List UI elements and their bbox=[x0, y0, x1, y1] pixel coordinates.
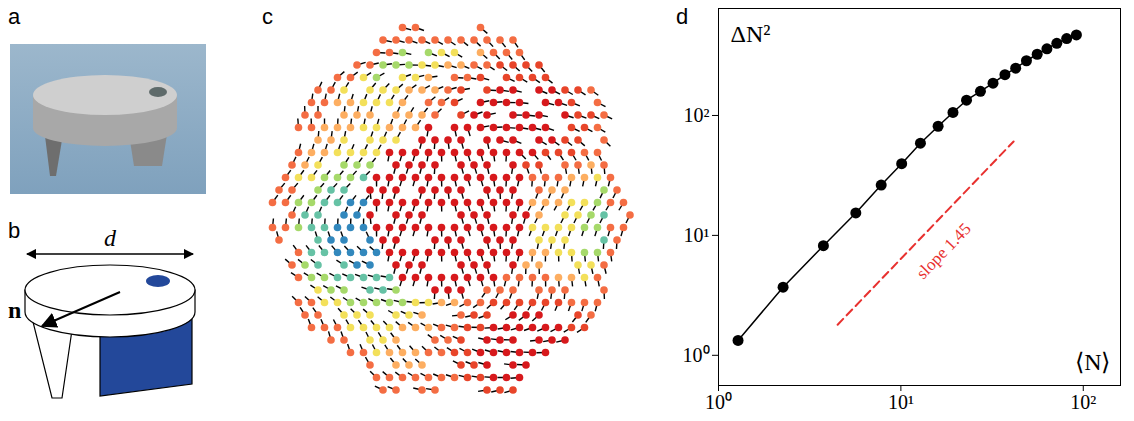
svg-text:slope 1.45: slope 1.45 bbox=[912, 219, 974, 282]
svg-text:10¹: 10¹ bbox=[684, 224, 710, 246]
svg-text:ΔN²: ΔN² bbox=[731, 21, 771, 47]
svg-text:⟨N⟩: ⟨N⟩ bbox=[1075, 349, 1110, 375]
svg-text:10¹: 10¹ bbox=[888, 391, 914, 413]
svg-text:10²: 10² bbox=[1070, 391, 1096, 413]
svg-text:10⁰: 10⁰ bbox=[705, 391, 732, 413]
html-text:c: c bbox=[262, 4, 273, 29]
svg-text:10⁰: 10⁰ bbox=[683, 344, 710, 366]
svg-text:d: d bbox=[104, 225, 117, 251]
html-text:b: b bbox=[8, 218, 21, 243]
html-text:a: a bbox=[8, 4, 21, 29]
html-text:d: d bbox=[676, 4, 689, 29]
svg-text:n: n bbox=[8, 297, 21, 323]
svg-text:10²: 10² bbox=[684, 104, 710, 126]
